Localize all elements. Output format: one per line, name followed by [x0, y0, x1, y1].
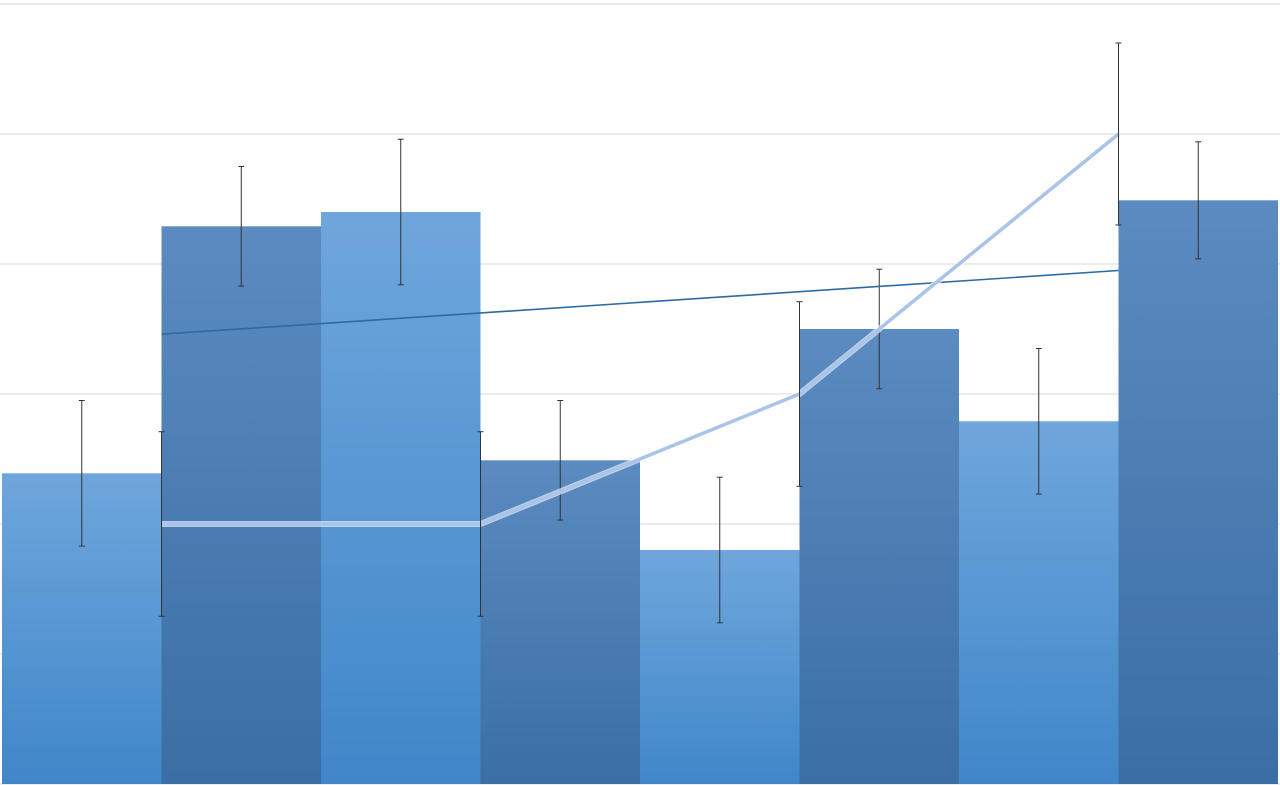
- line-series: [161, 131, 1121, 527]
- line-error-bars: [158, 42, 1122, 617]
- bar-error-bars: [78, 138, 1202, 624]
- trendline: [161, 269, 1119, 335]
- trendline-path: [161, 269, 1119, 335]
- bar: [321, 212, 481, 784]
- bar: [1118, 200, 1278, 785]
- line-series-path: [161, 132, 1120, 526]
- bar: [799, 329, 959, 784]
- bar: [161, 226, 321, 785]
- bars: [2, 200, 1278, 785]
